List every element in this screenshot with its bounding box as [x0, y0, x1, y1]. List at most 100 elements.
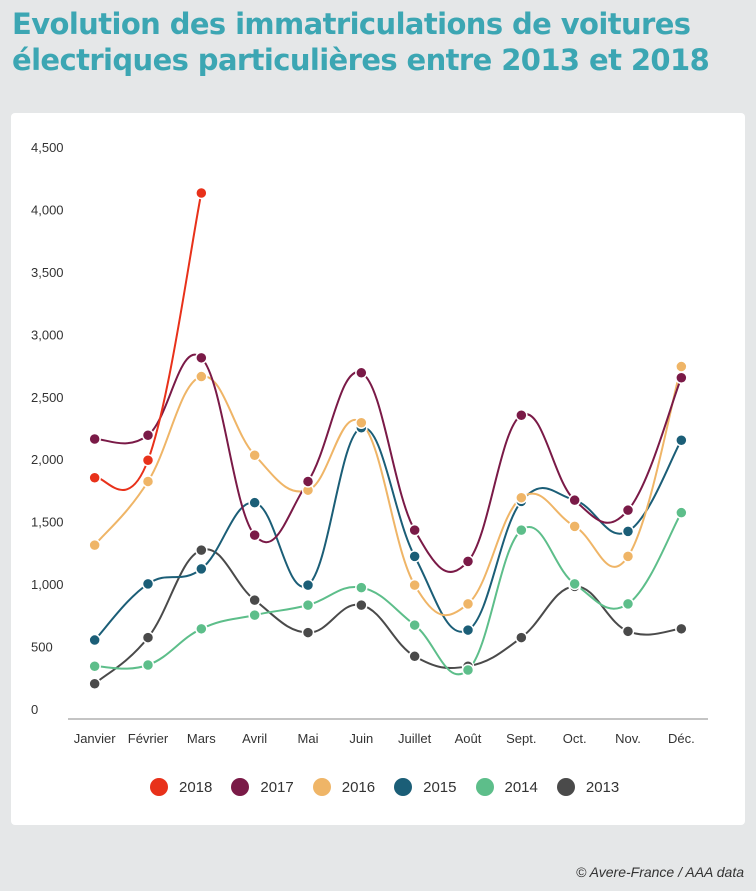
data-point-2016: [141, 475, 155, 488]
data-point-2016: [461, 597, 475, 611]
y-tick-label: 4,000: [31, 202, 64, 217]
data-point-2016: [88, 538, 101, 552]
data-point-2014: [141, 658, 155, 672]
data-point-2013: [408, 650, 421, 663]
legend-swatch: [394, 778, 413, 796]
data-point-2013: [141, 631, 155, 644]
data-point-2015: [408, 550, 421, 563]
y-tick-label: 1,000: [31, 577, 64, 592]
x-tick-label: Déc.: [668, 731, 695, 746]
series-line-2016: [93, 365, 683, 617]
y-tick-label: 2,500: [31, 390, 64, 405]
legend-label: 2018: [179, 778, 213, 796]
data-point-2015: [301, 578, 315, 592]
data-point-2018: [88, 471, 101, 484]
data-point-2014: [301, 598, 315, 612]
x-tick-label: Mai: [298, 731, 319, 746]
y-tick-label: 3,000: [31, 327, 64, 342]
data-point-2013: [88, 677, 101, 691]
series-line-2017: [93, 353, 683, 573]
series-points: [88, 186, 688, 691]
data-point-2013: [195, 543, 208, 557]
legend-item-2018: 2018: [150, 778, 212, 796]
data-point-2015: [461, 623, 475, 637]
series-line-2018: [93, 192, 203, 491]
series-lines: [93, 192, 683, 685]
data-point-2014: [568, 577, 581, 591]
data-point-2016: [195, 370, 208, 383]
data-point-2017: [355, 366, 368, 380]
data-point-2017: [248, 528, 261, 542]
legend-label: 2017: [260, 778, 294, 796]
data-point-2017: [195, 351, 208, 365]
chart-legend: 2018 2017 2016 2015 2014 2013: [150, 774, 638, 800]
y-tick-label: 0: [31, 702, 38, 717]
legend-swatch: [312, 778, 331, 796]
legend-item-2014: 2014: [475, 778, 538, 796]
legend-item-2015: 2015: [394, 778, 457, 796]
y-axis-labels: 0 500 1,000 1,500 2,000 2,500 3,000 3,500 4,000 4…: [31, 140, 64, 717]
chart-title: Evolution des immatriculations de voitur…: [12, 6, 742, 78]
chart-title-line-2: électriques particulières entre 2013 et …: [12, 43, 710, 77]
data-point-2014: [408, 618, 421, 632]
data-point-2014: [195, 622, 208, 636]
data-point-2017: [88, 432, 101, 446]
data-point-2016: [675, 360, 688, 373]
y-tick-label: 3,500: [31, 265, 64, 280]
chart-title-line-1: Evolution des immatriculations de voitur…: [12, 7, 691, 41]
legend-label: 2014: [504, 778, 538, 796]
data-point-2017: [408, 523, 421, 537]
x-tick-label: Janvier: [74, 731, 117, 746]
x-axis-labels: Janvier Février Mars Avril Mai Juin Juillet Aoû…: [74, 731, 695, 746]
data-point-2013: [301, 626, 315, 639]
data-point-2016: [355, 416, 368, 430]
data-point-2014: [515, 523, 528, 537]
source-credit: © Avere-France / AAA data: [575, 864, 744, 880]
y-tick-label: 4,500: [31, 140, 64, 155]
legend-swatch: [475, 778, 494, 796]
series-line-2013: [93, 548, 683, 685]
legend-swatch: [231, 778, 250, 796]
legend-swatch: [556, 778, 575, 796]
legend-item-2016: 2016: [312, 778, 376, 796]
data-point-2013: [248, 593, 261, 607]
data-point-2013: [621, 625, 635, 638]
data-point-2014: [248, 608, 261, 622]
data-point-2013: [355, 598, 368, 612]
x-tick-label: Nov.: [615, 731, 641, 746]
data-point-2015: [141, 577, 155, 591]
data-point-2016: [515, 491, 528, 504]
data-point-2018: [195, 186, 208, 200]
x-tick-label: Août: [455, 731, 482, 746]
legend-label: 2016: [341, 778, 376, 796]
data-point-2016: [621, 550, 635, 563]
legend-label: 2015: [423, 778, 457, 796]
data-point-2016: [248, 448, 261, 462]
data-point-2015: [248, 496, 261, 509]
data-point-2014: [461, 663, 475, 677]
legend-item-2013: 2013: [556, 778, 620, 796]
series-line-2015: [93, 426, 683, 642]
legend-label: 2013: [585, 778, 620, 796]
x-tick-label: Mars: [187, 731, 216, 746]
data-point-2017: [515, 409, 528, 422]
x-tick-label: Juin: [349, 731, 373, 746]
series-line-2014: [93, 511, 683, 676]
data-point-2017: [675, 371, 688, 385]
data-point-2017: [301, 475, 315, 488]
data-point-2018: [141, 453, 155, 467]
data-point-2017: [568, 493, 581, 507]
y-tick-label: 1,500: [31, 515, 64, 530]
data-point-2015: [675, 433, 688, 447]
data-point-2016: [568, 520, 581, 533]
x-tick-label: Oct.: [563, 731, 587, 746]
y-tick-label: 500: [31, 640, 53, 655]
data-point-2014: [675, 506, 688, 519]
line-chart: 0 500 1,000 1,500 2,000 2,500 3,000 3,500 4,000 4…: [31, 140, 708, 746]
x-tick-label: Février: [128, 731, 169, 746]
data-point-2014: [88, 660, 101, 673]
data-point-2017: [461, 555, 475, 568]
data-point-2013: [675, 622, 688, 636]
data-point-2014: [355, 581, 368, 594]
x-tick-label: Avril: [242, 731, 267, 746]
